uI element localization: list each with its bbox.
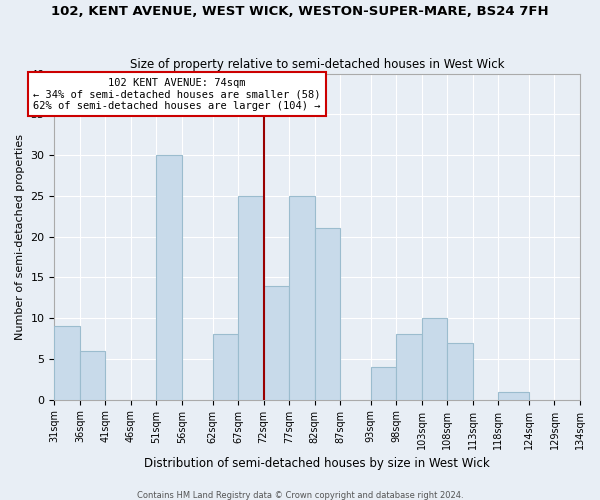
Bar [55,326,80,400]
Bar [263,286,289,400]
Bar [314,228,340,400]
Bar [212,334,238,400]
Bar [448,342,473,400]
Bar [396,334,422,400]
Bar [371,367,396,400]
Text: Contains HM Land Registry data © Crown copyright and database right 2024.: Contains HM Land Registry data © Crown c… [137,490,463,500]
Text: 102 KENT AVENUE: 74sqm
← 34% of semi-detached houses are smaller (58)
62% of sem: 102 KENT AVENUE: 74sqm ← 34% of semi-det… [33,78,320,111]
Bar [80,351,106,400]
Bar [499,392,529,400]
Title: Size of property relative to semi-detached houses in West Wick: Size of property relative to semi-detach… [130,58,505,71]
Bar [289,196,314,400]
Y-axis label: Number of semi-detached properties: Number of semi-detached properties [15,134,25,340]
Text: 102, KENT AVENUE, WEST WICK, WESTON-SUPER-MARE, BS24 7FH: 102, KENT AVENUE, WEST WICK, WESTON-SUPE… [51,5,549,18]
Bar [422,318,448,400]
Bar [238,196,263,400]
Bar [157,155,182,400]
X-axis label: Distribution of semi-detached houses by size in West Wick: Distribution of semi-detached houses by … [145,457,490,470]
